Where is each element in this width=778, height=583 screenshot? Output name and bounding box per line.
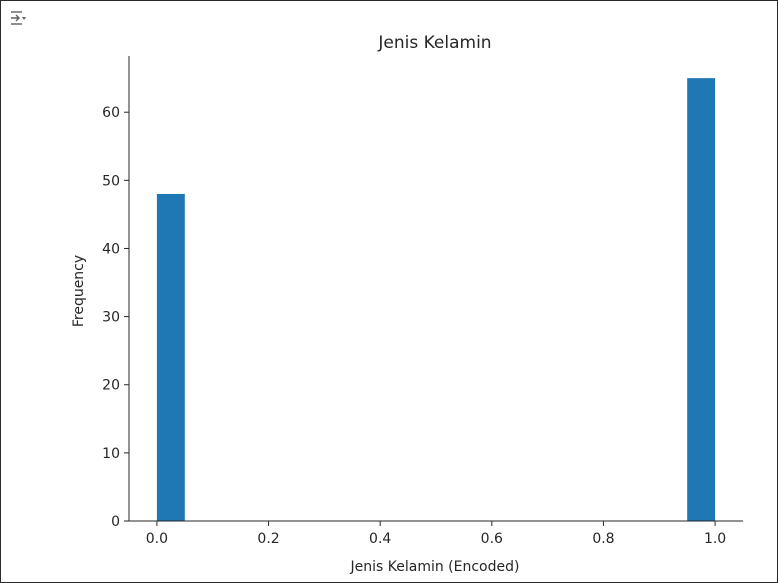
- y-axis-ticks: 0 10 20 30 40 50 60: [102, 105, 129, 530]
- histogram-bar-1: [687, 78, 716, 522]
- chart-title: Jenis Kelamin: [377, 33, 491, 53]
- y-tick-label: 0: [111, 514, 120, 530]
- x-tick-label: 0.2: [257, 531, 279, 547]
- x-tick-label: 1.0: [704, 531, 726, 547]
- y-tick-label: 60: [102, 105, 120, 121]
- y-axis-label: Frequency: [71, 255, 87, 327]
- y-tick-label: 30: [102, 310, 120, 326]
- x-tick-label: 0.6: [481, 531, 503, 547]
- x-tick-label: 0.4: [369, 531, 391, 547]
- histogram-bar-0: [156, 193, 185, 521]
- y-tick-label: 50: [102, 173, 120, 189]
- output-toggle-icon[interactable]: [9, 9, 27, 27]
- x-tick-label: 0.0: [146, 531, 168, 547]
- y-tick-label: 10: [102, 446, 120, 462]
- bars-group: [156, 78, 716, 522]
- x-tick-label: 0.8: [592, 531, 614, 547]
- y-tick-label: 20: [102, 378, 120, 394]
- y-tick-label: 40: [102, 241, 120, 257]
- x-axis-label: Jenis Kelamin (Encoded): [350, 559, 520, 575]
- x-axis-ticks: 0.0 0.2 0.4 0.6 0.8 1.0: [146, 521, 726, 547]
